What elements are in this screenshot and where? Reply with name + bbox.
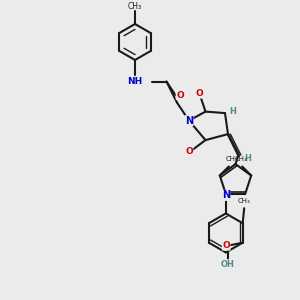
Text: CH₃: CH₃: [234, 156, 247, 162]
Text: O: O: [222, 241, 230, 250]
Text: H: H: [229, 107, 236, 116]
Text: O: O: [196, 89, 203, 98]
Text: OH: OH: [221, 260, 235, 269]
Text: NH: NH: [128, 77, 142, 86]
Text: H: H: [244, 154, 251, 163]
Text: O: O: [185, 147, 193, 156]
Text: CH₃: CH₃: [225, 156, 238, 162]
Text: CH₃: CH₃: [128, 2, 142, 10]
Text: O: O: [176, 91, 184, 100]
Text: N: N: [185, 116, 193, 126]
Text: CH₃: CH₃: [238, 198, 250, 204]
Text: N: N: [222, 190, 230, 200]
